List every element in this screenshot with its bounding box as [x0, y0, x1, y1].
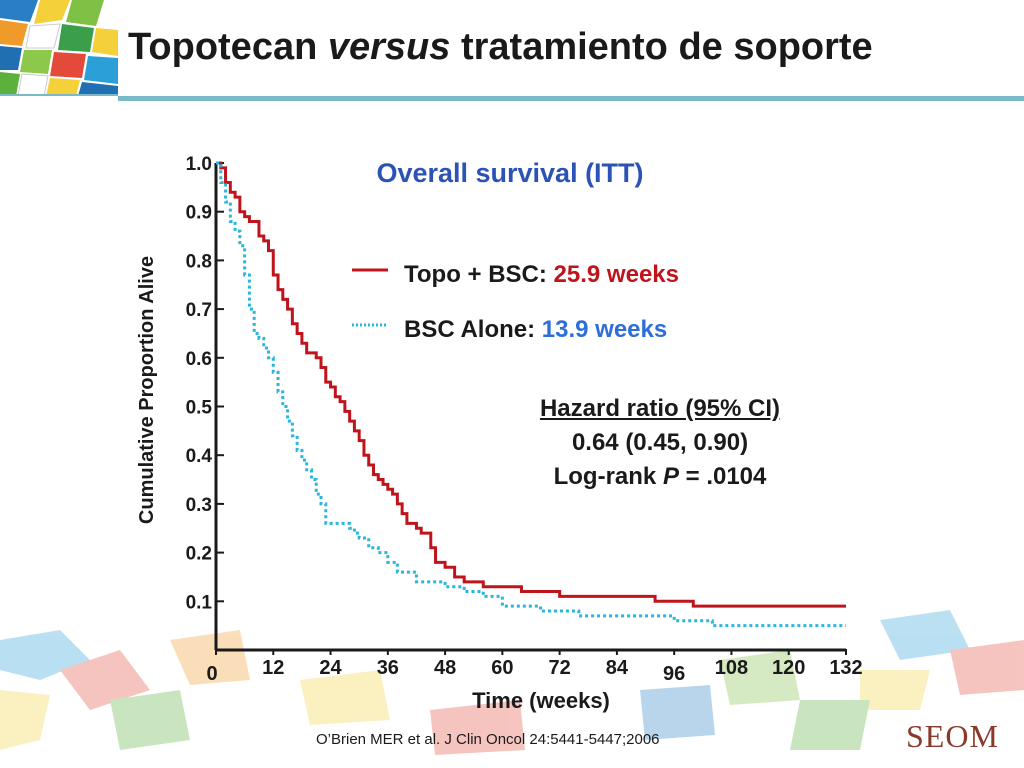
slide-title: Topotecan versus tratamiento de soporte	[128, 26, 873, 69]
x-tick-label: 132	[829, 657, 862, 679]
x-tick-label: 72	[549, 657, 571, 679]
title-text-italic: versus	[327, 26, 451, 68]
x-tick-label: 108	[715, 657, 748, 679]
citation: O’Brien MER et al. J Clin Oncol 24:5441-…	[316, 731, 660, 748]
y-axis-label: Cumulative Proportion Alive	[136, 256, 158, 524]
y-tick-label: 0.1	[186, 592, 213, 613]
legend-label-topo: Topo + BSC: 25.9 weeks	[404, 261, 679, 288]
x-tick-label: 96	[663, 663, 685, 685]
seom-logo: SEOM	[906, 718, 999, 754]
x-axis-label: Time (weeks)	[472, 688, 610, 713]
title-text-2: tratamiento de soporte	[450, 26, 873, 68]
title-underline-left	[0, 94, 118, 96]
x-tick-label: 36	[377, 657, 399, 679]
hazard-ratio-annotation: Hazard ratio (95% CI) 0.64 (0.45, 0.90) …	[500, 392, 820, 494]
hazard-ratio-title: Hazard ratio (95% CI)	[539, 395, 781, 422]
hazard-ratio-value: 0.64 (0.45, 0.90)	[571, 429, 749, 456]
x-tick-label: 12	[262, 657, 284, 679]
y-tick-label: 0.7	[186, 300, 212, 321]
title-text-1: Topotecan	[128, 26, 328, 68]
x-tick-label: 84	[606, 657, 629, 679]
chart-title: Overall survival (ITT)	[376, 158, 643, 188]
series-line-bsc-alone	[216, 161, 846, 628]
mosaic-bottom-decoration	[0, 610, 1024, 755]
legend-label-bsc: BSC Alone: 13.9 weeks	[404, 316, 667, 343]
y-tick-label: 0.9	[186, 203, 212, 224]
x-tick-label: 48	[434, 657, 456, 679]
x-tick-label: 0	[206, 663, 217, 685]
y-tick-label: 0.6	[186, 349, 212, 370]
title-underline	[118, 96, 1024, 101]
y-tick-label: 1.0	[186, 154, 212, 175]
y-tick-label: 0.8	[186, 251, 212, 272]
y-tick-label: 0.4	[186, 446, 213, 467]
y-tick-label: 0.3	[186, 495, 212, 516]
plot-series	[216, 161, 846, 628]
log-rank-pvalue: Log-rank P = .0104	[553, 463, 767, 490]
x-tick-label: 24	[319, 657, 342, 679]
series-line-topo-bsc	[216, 161, 846, 608]
x-tick-label: 60	[491, 657, 513, 679]
y-tick-label: 0.2	[186, 544, 212, 565]
plot-axes: 0.1 0.2 0.3 0.4 0.5 0.6 0.7 0.8 0.9 1.0 0 12 24 36 48 6…	[186, 154, 863, 685]
legend: Topo + BSC: 25.9 weeks BSC Alone: 13.9 w…	[352, 261, 679, 343]
mosaic-corner-decoration	[0, 0, 118, 96]
y-tick-label: 0.5	[186, 398, 213, 419]
x-tick-label: 120	[772, 657, 805, 679]
